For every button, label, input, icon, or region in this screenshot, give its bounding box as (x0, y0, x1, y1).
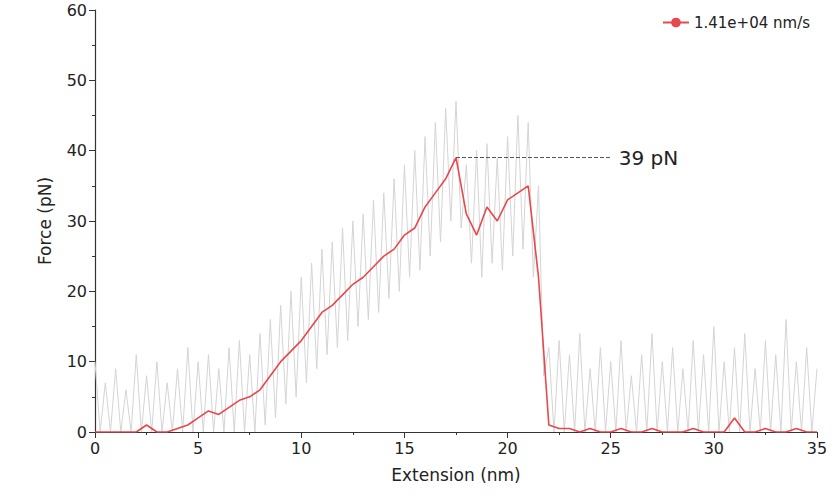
svg-text:0: 0 (77, 423, 87, 442)
svg-text:35: 35 (807, 439, 827, 458)
svg-text:39 pN: 39 pN (619, 146, 678, 170)
svg-text:Extension (nm): Extension (nm) (391, 465, 520, 485)
svg-text:10: 10 (67, 352, 87, 371)
svg-text:30: 30 (67, 212, 87, 231)
svg-text:20: 20 (497, 439, 517, 458)
svg-text:5: 5 (193, 439, 203, 458)
svg-text:0: 0 (90, 439, 100, 458)
svg-text:1.41e+04 nm/s: 1.41e+04 nm/s (694, 14, 810, 32)
svg-text:25: 25 (601, 439, 621, 458)
svg-text:10: 10 (291, 439, 311, 458)
svg-text:15: 15 (394, 439, 414, 458)
svg-text:50: 50 (67, 71, 87, 90)
svg-text:40: 40 (67, 141, 87, 160)
svg-text:30: 30 (704, 439, 724, 458)
svg-text:60: 60 (67, 1, 87, 20)
svg-text:20: 20 (67, 282, 87, 301)
svg-text:Force (pN): Force (pN) (35, 177, 55, 265)
